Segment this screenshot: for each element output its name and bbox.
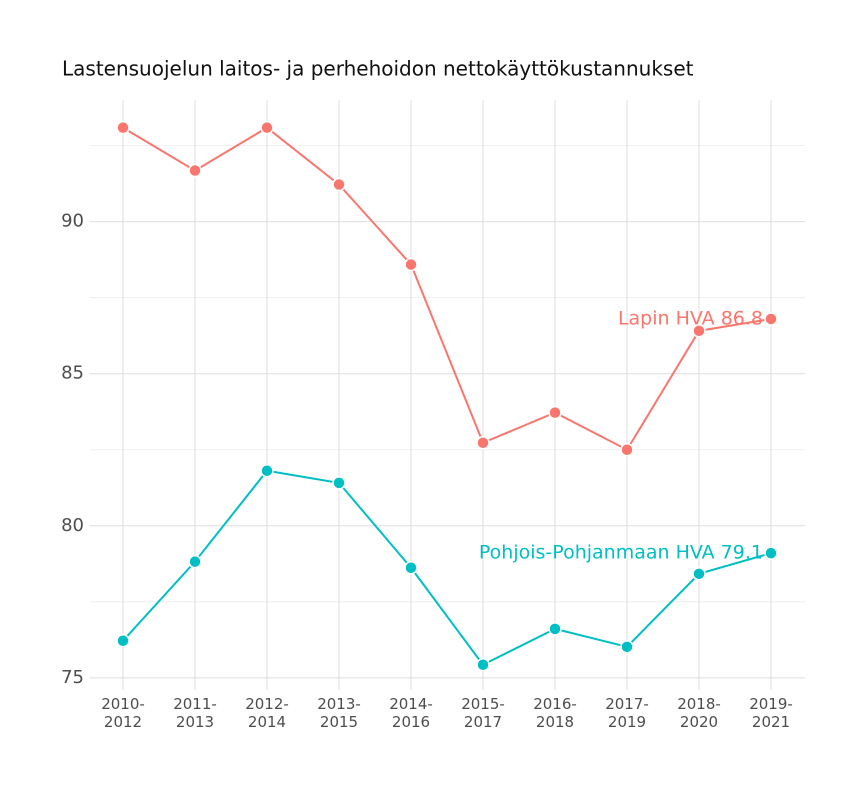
- data-point: [188, 163, 202, 178]
- y-tick-label: 80: [61, 515, 84, 536]
- x-tick-label: 2018- 2020: [677, 695, 721, 731]
- data-point: [692, 324, 706, 338]
- x-tick-label: 2014- 2016: [389, 695, 433, 731]
- data-point: [332, 476, 346, 490]
- data-point: [620, 640, 634, 654]
- data-point: [116, 633, 130, 648]
- x-tick-label: 2013- 2015: [317, 695, 361, 731]
- y-tick-label: 75: [61, 667, 84, 688]
- series-end-label: Pohjois-Pohjanmaan HVA 79.1: [479, 542, 763, 564]
- x-tick-label: 2016- 2018: [533, 695, 577, 731]
- x-tick-label: 2017- 2019: [605, 695, 649, 731]
- data-point: [404, 257, 418, 272]
- x-tick-label: 2010- 2012: [101, 695, 145, 731]
- data-point: [332, 177, 346, 192]
- x-tick-label: 2011- 2013: [173, 695, 217, 731]
- data-point: [548, 622, 562, 636]
- chart-title: Lastensuojelun laitos- ja perhehoidon ne…: [62, 57, 694, 81]
- data-point: [116, 120, 130, 135]
- data-point: [620, 442, 634, 457]
- x-tick-label: 2012- 2014: [245, 695, 289, 731]
- data-point: [764, 312, 778, 326]
- data-point: [476, 658, 490, 672]
- data-point: [404, 560, 418, 575]
- data-point: [260, 120, 274, 135]
- data-point: [476, 435, 490, 450]
- y-tick-label: 85: [61, 363, 84, 384]
- data-point: [188, 554, 202, 569]
- data-point: [260, 463, 274, 478]
- x-tick-label: 2015- 2017: [461, 695, 505, 731]
- y-tick-label: 90: [61, 211, 84, 232]
- data-point: [764, 546, 778, 560]
- x-tick-label: 2019- 2021: [749, 695, 793, 731]
- data-point: [692, 567, 706, 581]
- series-line: [122, 469, 772, 667]
- data-point: [548, 405, 562, 420]
- series-end-label: Lapin HVA 86.8: [618, 307, 763, 329]
- series-line: [122, 126, 772, 452]
